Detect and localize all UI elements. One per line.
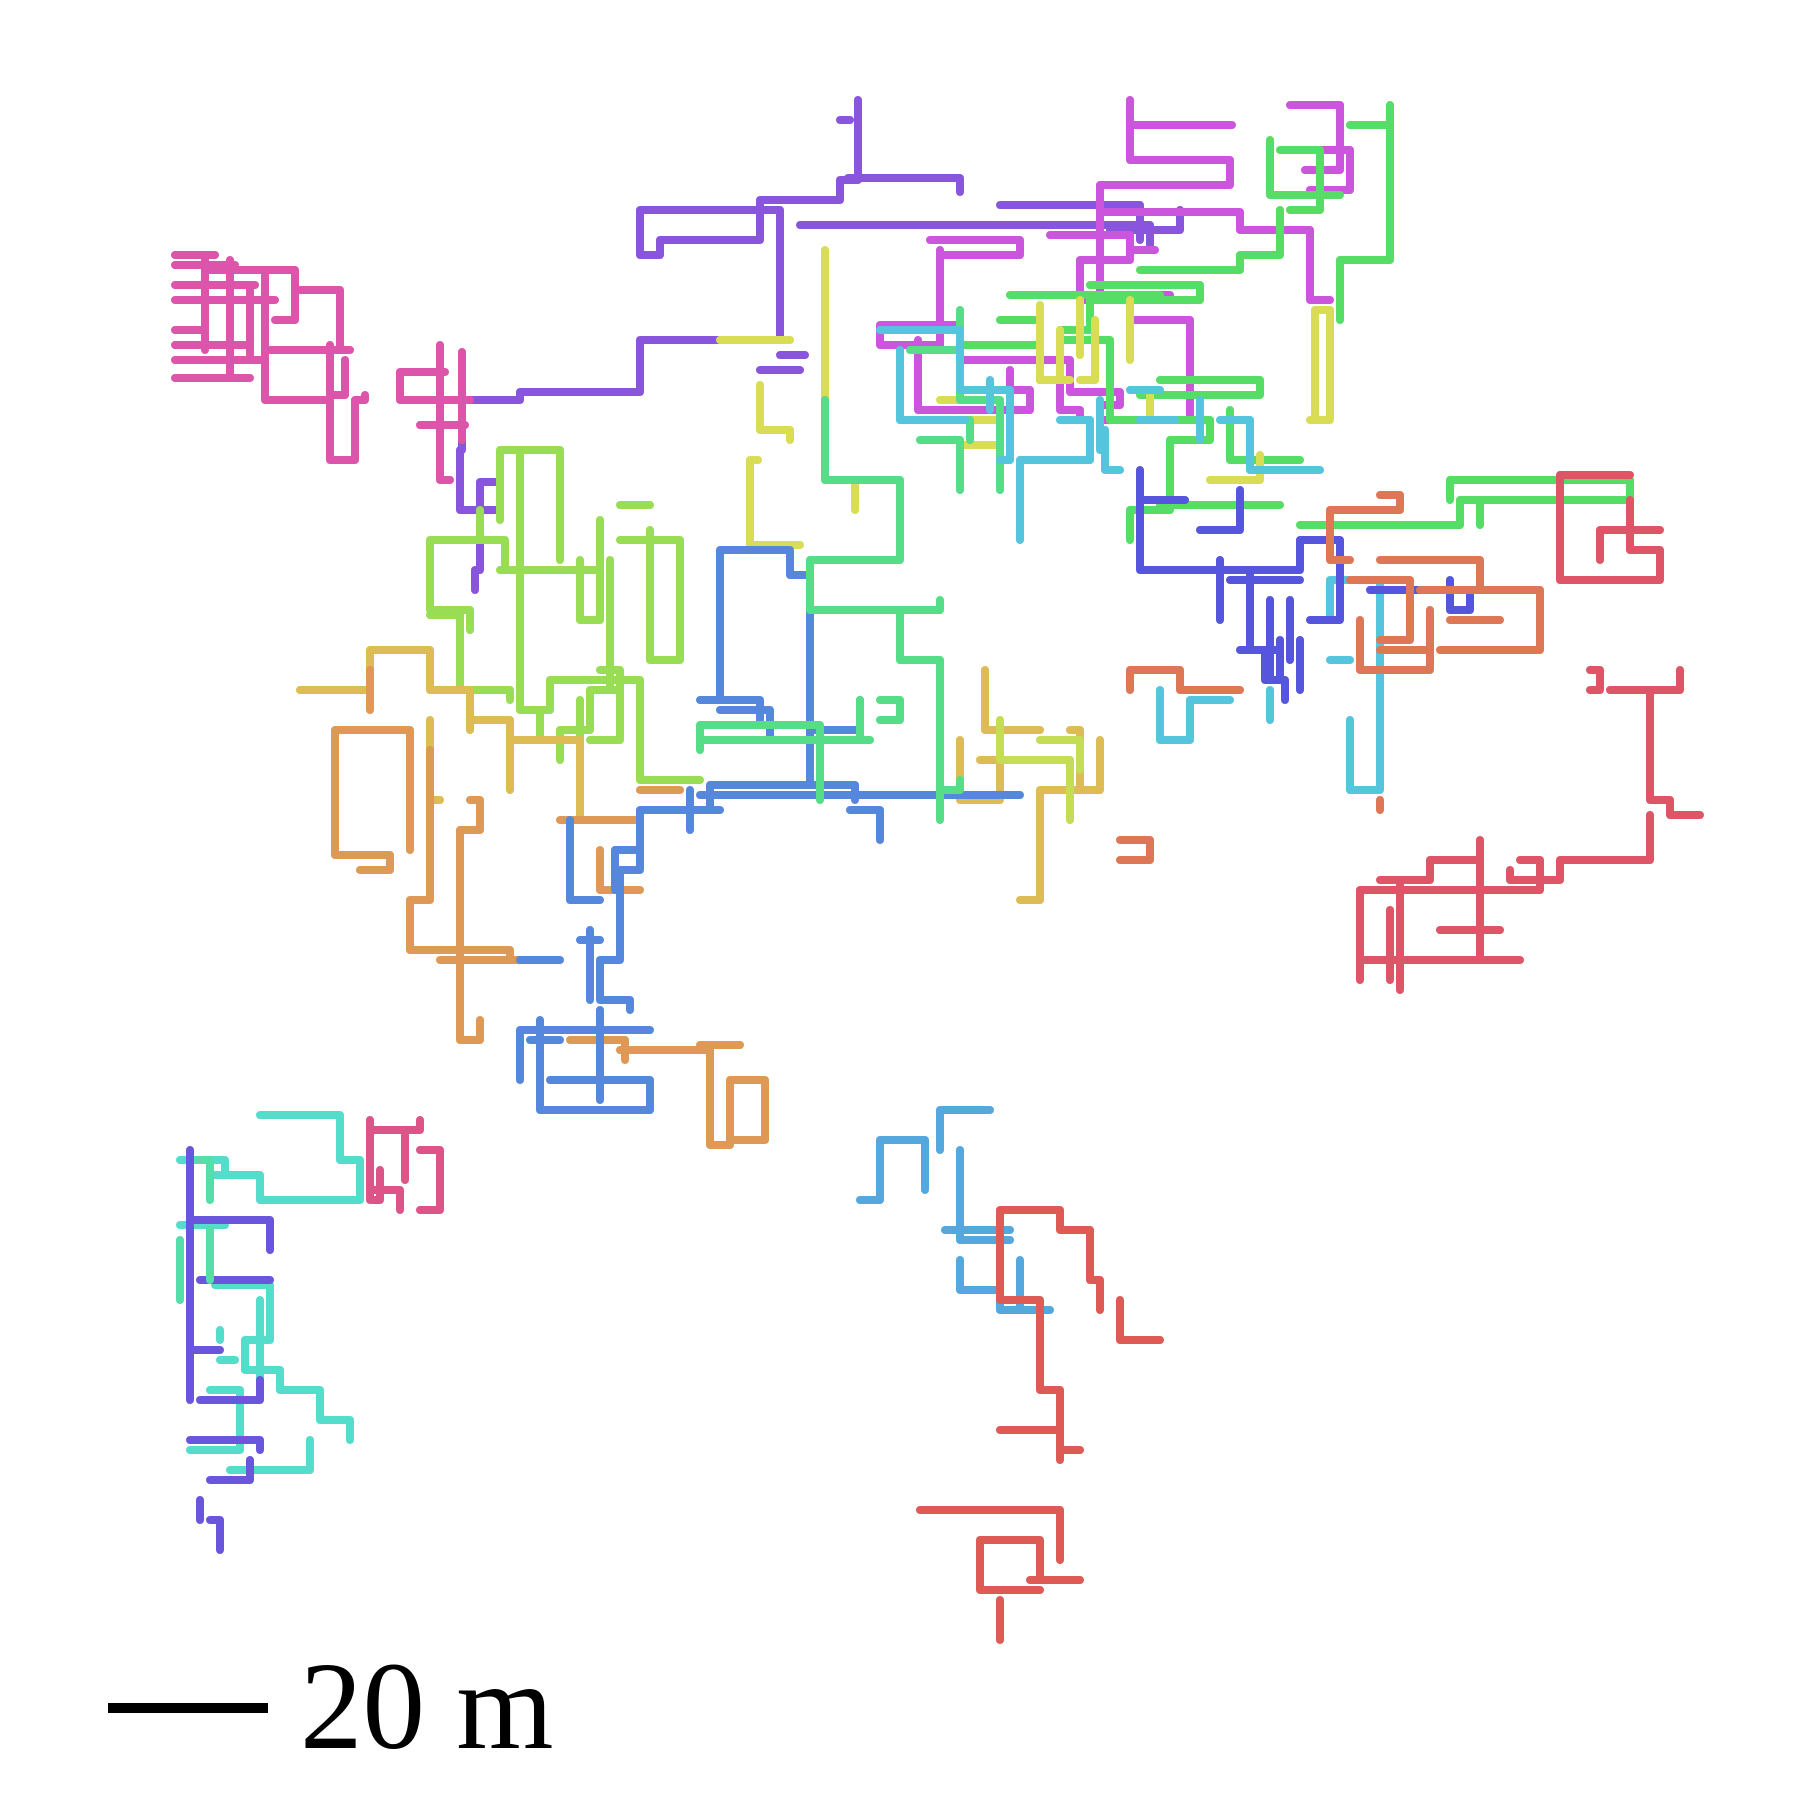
trajectory-pink bbox=[171, 251, 474, 484]
scale-bar-label: 20 m bbox=[300, 1638, 553, 1776]
trajectory-olive bbox=[996, 716, 1084, 824]
trajectory-amber bbox=[296, 646, 1104, 904]
trajectory-violet bbox=[456, 96, 1184, 594]
trajectory-orange bbox=[331, 666, 769, 1149]
trajectory-indigo bbox=[1136, 466, 1474, 704]
trajectory-seafoam bbox=[176, 1156, 214, 1304]
trajectory-mint bbox=[696, 306, 1004, 824]
trajectory-blue bbox=[516, 546, 1024, 1114]
trajectory-coral bbox=[1116, 491, 1544, 864]
trajectory-purple bbox=[186, 1146, 274, 1554]
trajectory-red bbox=[916, 1206, 1164, 1644]
trajectory-green bbox=[956, 101, 1634, 544]
trajectory-paths bbox=[171, 96, 1704, 1644]
scale-bar: 20 m bbox=[108, 1638, 553, 1776]
trajectory-teal bbox=[176, 1111, 364, 1474]
trajectory-cyan bbox=[876, 326, 1384, 794]
trajectory-rose bbox=[366, 1116, 444, 1214]
trajectory-crimson bbox=[1356, 471, 1704, 994]
